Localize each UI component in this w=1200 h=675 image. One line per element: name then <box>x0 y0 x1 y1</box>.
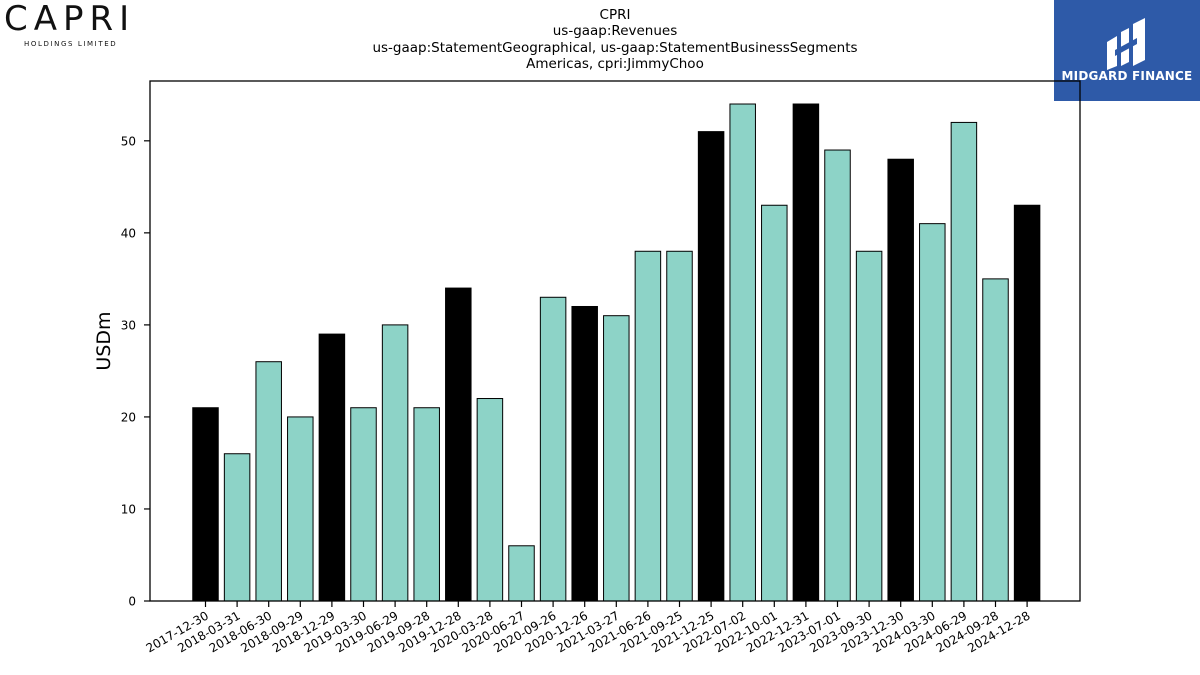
bar-2024-06-29 <box>950 121 978 602</box>
y-axis-label: USDm <box>93 311 115 370</box>
bar-2024-09-28 <box>982 278 1009 602</box>
bar-2017-12-30 <box>192 407 219 602</box>
y-tick-label: 0 <box>128 595 136 609</box>
bar-2023-12-30 <box>887 158 914 602</box>
y-tick-label: 30 <box>121 318 136 332</box>
chart-title-line-1: CPRI <box>599 7 631 23</box>
capri-subtitle: HOLDINGS LIMITED <box>24 40 118 48</box>
bar-2022-12-31 <box>792 103 820 602</box>
bar-2021-06-26 <box>634 250 662 602</box>
bar-2020-06-27 <box>508 545 535 602</box>
bar-2023-09-30 <box>855 250 883 602</box>
y-tick-label: 50 <box>121 134 136 148</box>
y-tick-label: 40 <box>121 226 136 240</box>
x-axis: 2017-12-302018-03-312018-06-302018-09-29… <box>144 601 1033 655</box>
bar-2023-07-01 <box>824 149 851 602</box>
bar-2024-03-30 <box>919 223 946 602</box>
bar-2018-09-29 <box>287 416 314 602</box>
chart-title-line-2: us-gaap:Revenues <box>552 23 678 40</box>
chart-title-line-3: us-gaap:StatementGeographical, us-gaap:S… <box>372 39 858 56</box>
bar-2021-12-25 <box>697 131 725 602</box>
bar-2019-03-30 <box>350 407 377 602</box>
bar-2018-12-29 <box>318 333 346 602</box>
bar-2018-03-31 <box>223 453 251 602</box>
bar-2021-03-27 <box>603 315 630 602</box>
midgard-finance-logo: MIDGARD FINANCE <box>1054 0 1200 101</box>
plot-frame <box>149 80 1081 602</box>
bar-2020-12-26 <box>571 305 598 602</box>
y-tick-label: 20 <box>121 410 136 424</box>
bar-2020-03-28 <box>476 398 504 602</box>
bar-2018-06-30 <box>255 361 282 602</box>
bar-2020-09-26 <box>539 296 567 602</box>
chart-title: CPRI us-gaap:Revenues us-gaap:StatementG… <box>250 7 980 72</box>
bar-2021-09-25 <box>666 250 693 602</box>
bar-2019-06-29 <box>381 324 409 602</box>
bar-2024-12-28 <box>1013 204 1041 602</box>
y-tick-label: 10 <box>121 502 136 516</box>
bar-2019-12-28 <box>445 287 472 602</box>
midgard-mark-icon <box>1107 18 1145 70</box>
chart-title-line-4: Americas, cpri:JimmyChoo <box>526 55 704 72</box>
y-axis: 0 10 20 30 40 50 <box>121 134 150 609</box>
bar-2019-09-28 <box>413 407 440 602</box>
bar-2022-07-02 <box>729 103 756 602</box>
bars-group <box>192 103 1041 602</box>
capri-logo: CAPRI HOLDINGS LIMITED <box>4 0 150 54</box>
capri-wordmark: CAPRI <box>4 0 136 39</box>
midgard-text: MIDGARD FINANCE <box>1061 69 1193 83</box>
bar-2022-10-01 <box>761 204 788 602</box>
